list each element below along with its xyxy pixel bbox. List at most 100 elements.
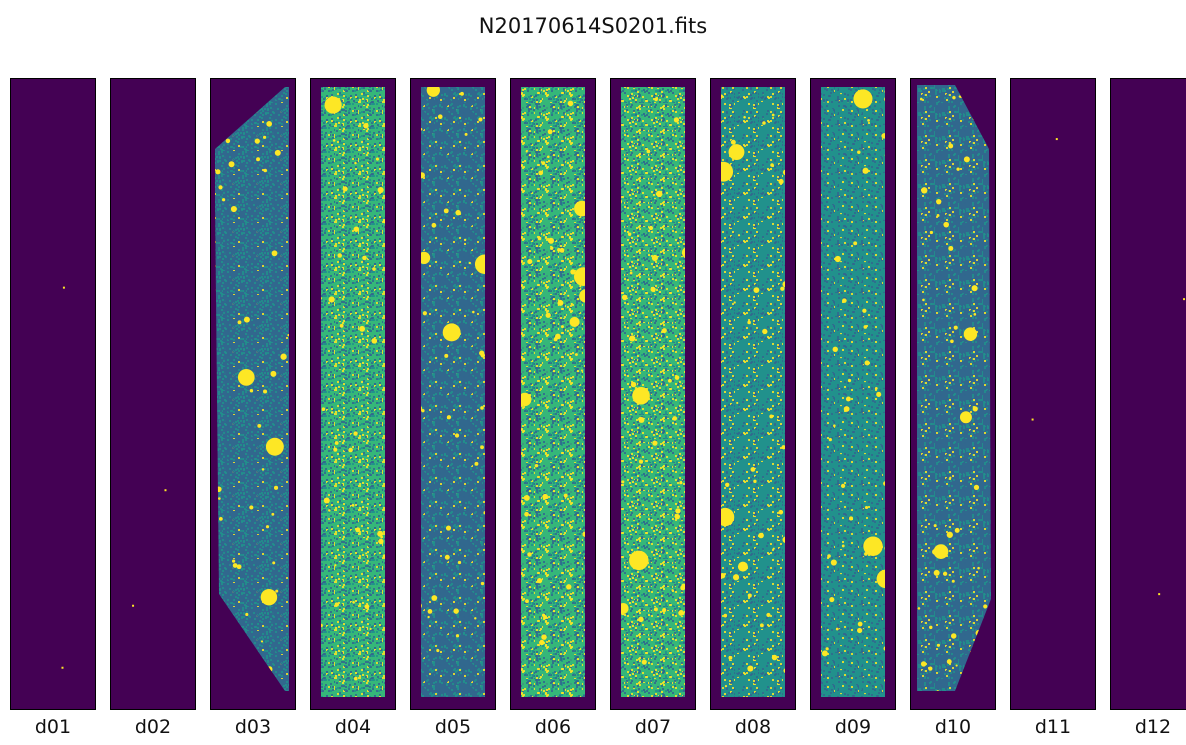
star (950, 339, 954, 344)
star (627, 232, 632, 236)
star (353, 226, 360, 232)
star (365, 552, 368, 555)
star (478, 117, 483, 122)
star (747, 665, 754, 672)
star (474, 254, 485, 274)
star (975, 629, 982, 637)
star (725, 482, 730, 487)
star (825, 647, 829, 651)
star (766, 612, 771, 618)
detector-image-d09 (818, 87, 885, 697)
star (750, 467, 756, 472)
star (977, 566, 980, 570)
star (355, 527, 361, 533)
star (444, 353, 449, 358)
star (653, 607, 658, 612)
detector-panel-d01 (10, 78, 96, 710)
detector-panel-d04 (310, 78, 396, 710)
detector-panel-d07 (610, 78, 696, 710)
star (629, 271, 633, 275)
star (547, 155, 550, 159)
star (559, 247, 565, 253)
star (821, 547, 822, 551)
star (445, 525, 452, 531)
star (260, 640, 264, 643)
star (437, 114, 443, 119)
star (547, 129, 553, 135)
star (832, 346, 838, 353)
star (678, 609, 685, 616)
hot-pixel (62, 286, 65, 289)
star (857, 150, 861, 154)
star (570, 302, 573, 306)
star (536, 577, 543, 584)
star (829, 596, 835, 603)
star (721, 94, 723, 98)
star (534, 463, 539, 468)
star (632, 386, 650, 405)
star (753, 479, 757, 483)
star (541, 161, 546, 165)
star (667, 378, 672, 383)
star (884, 679, 885, 682)
detector-panel-d09 (810, 78, 896, 710)
star (782, 169, 785, 176)
star (884, 89, 885, 95)
star (681, 246, 685, 259)
star (480, 406, 484, 410)
star (523, 494, 530, 501)
star (243, 316, 250, 323)
star (352, 600, 355, 604)
star (769, 414, 774, 419)
star (372, 267, 376, 271)
star (835, 627, 839, 631)
star (948, 143, 954, 149)
star (617, 266, 620, 269)
star (468, 261, 471, 265)
star (230, 205, 237, 213)
star (629, 550, 649, 571)
star (681, 583, 685, 588)
star (474, 617, 477, 620)
star (721, 572, 726, 579)
star (818, 244, 821, 247)
star (524, 511, 529, 517)
star (351, 503, 355, 507)
star (973, 484, 980, 491)
star (237, 320, 242, 325)
star (574, 200, 585, 217)
star (771, 113, 775, 117)
star (328, 296, 335, 303)
star (353, 676, 358, 681)
star (382, 554, 385, 558)
star (830, 559, 837, 566)
star (841, 544, 845, 548)
star (455, 634, 460, 638)
star (460, 91, 464, 96)
detector-panel-d06 (510, 78, 596, 710)
star (271, 250, 278, 257)
star (876, 569, 885, 589)
star (472, 310, 475, 314)
star (377, 186, 384, 194)
panel-label-d04: d04 (334, 716, 372, 738)
star (455, 209, 461, 216)
detector-panel-d10 (910, 78, 996, 710)
star (427, 609, 433, 614)
star (721, 161, 734, 182)
star (480, 445, 484, 450)
star (920, 661, 927, 667)
star (963, 156, 970, 163)
star (782, 536, 785, 543)
star (747, 593, 752, 598)
star (362, 255, 367, 261)
star (737, 234, 741, 237)
detector-image-d08 (721, 87, 785, 697)
star (421, 459, 422, 466)
star (474, 461, 479, 466)
star (674, 513, 681, 520)
star (537, 236, 542, 241)
star (724, 684, 728, 688)
star (480, 581, 485, 586)
hot-pixel (61, 666, 64, 669)
